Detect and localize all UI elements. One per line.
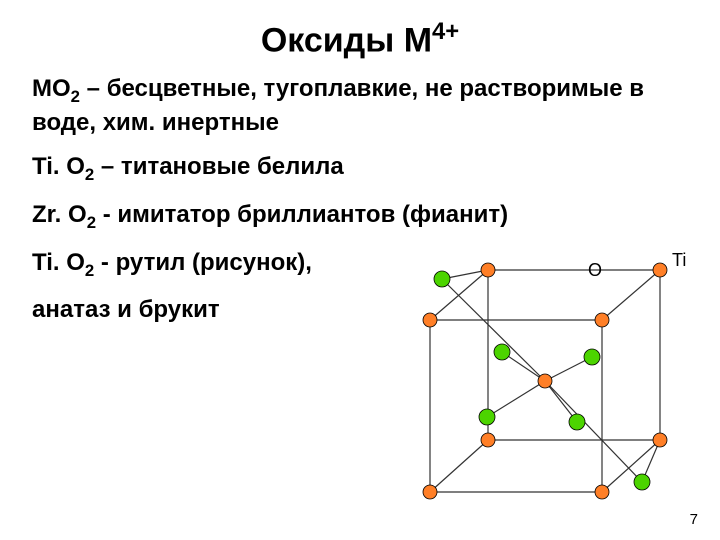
page-number: 7 <box>690 511 698 528</box>
oxygen-label: O <box>588 260 602 281</box>
crystal-svg <box>372 252 692 532</box>
page-title: Оксиды М4+ <box>32 18 688 60</box>
text-line: Zr. O2 - имитатор бриллиантов (фианит) <box>32 200 688 234</box>
text-line: MO2 – бесцветные, тугоплавкие, не раство… <box>32 74 688 138</box>
text-line: Ti. O2 – титановые белила <box>32 152 688 186</box>
title-pre: Оксиды М <box>261 21 432 59</box>
crystal-diagram: O Ti <box>372 252 692 532</box>
title-sup: 4+ <box>432 18 459 45</box>
titanium-label: Ti <box>672 250 686 271</box>
